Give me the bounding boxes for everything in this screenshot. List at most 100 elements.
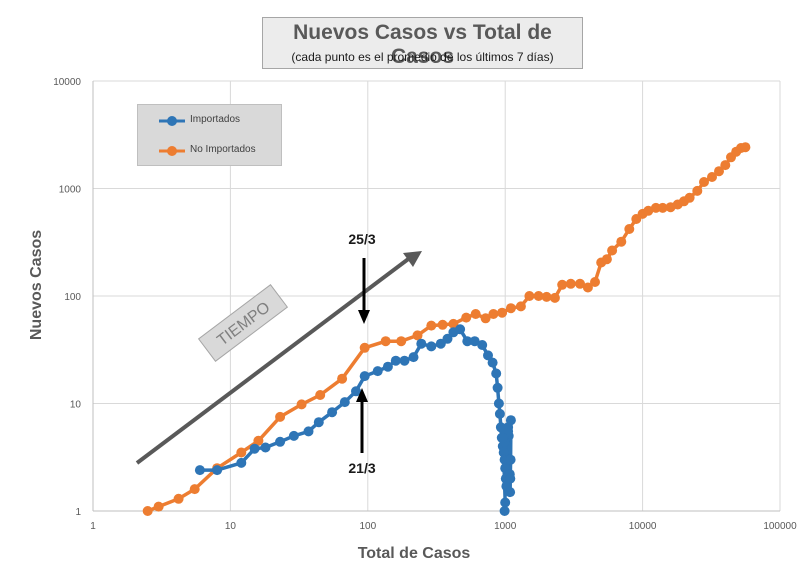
data-point-no-importados (470, 309, 481, 319)
data-point-importados (359, 371, 370, 382)
data-point-no-importados (497, 307, 508, 318)
data-point-no-importados (275, 411, 286, 422)
tiempo-arrow-head (403, 251, 422, 267)
data-point-no-importados (461, 312, 472, 323)
data-point-importados (497, 423, 508, 434)
legend-swatch-no-importados (159, 146, 185, 156)
data-point-importados (469, 336, 480, 347)
series-importados (194, 324, 516, 516)
data-point-importados (505, 473, 516, 484)
data-point-importados (505, 415, 516, 426)
data-point-no-importados (142, 506, 153, 516)
data-point-importados (505, 487, 516, 498)
data-point-no-importados (524, 291, 535, 301)
data-point-no-importados (412, 330, 423, 341)
tiempo-arrow (135, 255, 413, 465)
data-point-no-importados (515, 301, 526, 312)
y-tick-labels: 1 10 100 1000 10000 (53, 77, 81, 518)
legend-swatch-importados (159, 116, 185, 126)
data-point-no-importados (359, 342, 370, 353)
data-point-importados (455, 324, 466, 335)
data-point-importados (212, 465, 223, 476)
data-point-no-importados (565, 278, 576, 289)
data-point-importados (408, 352, 419, 363)
data-point-importados (505, 454, 516, 465)
y-axis-label: Nuevos Casos (28, 230, 45, 340)
data-point-no-importados (541, 291, 552, 302)
y-tick-label: 100 (64, 292, 81, 303)
data-point-importados (351, 386, 361, 397)
chart-title-box: Nuevos Casos vs Total de Casos (cada pun… (262, 17, 583, 69)
data-point-no-importados (692, 185, 703, 196)
data-point-importados (426, 341, 437, 352)
data-point-importados (339, 397, 350, 408)
data-point-importados (487, 357, 498, 368)
legend-item-no-importados: No Importados (138, 142, 283, 160)
x-tick-label: 100 (359, 521, 376, 532)
data-point-no-importados (337, 373, 348, 384)
legend: Importados No Importados (137, 104, 282, 166)
data-point-no-importados (601, 254, 612, 265)
data-point-no-importados (616, 236, 627, 247)
data-point-no-importados (426, 320, 437, 331)
series-line-importados (199, 327, 513, 512)
data-point-no-importados (624, 224, 635, 234)
data-point-no-importados (380, 336, 391, 347)
data-point-no-importados (699, 177, 709, 187)
data-point-no-importados (505, 303, 516, 314)
data-point-no-importados (480, 313, 491, 324)
data-point-no-importados (720, 160, 731, 171)
legend-label-no-importados: No Importados (190, 144, 256, 155)
data-point-importados (494, 408, 505, 419)
arrow-down-label: 25/3 (348, 231, 375, 247)
data-point-no-importados (296, 399, 307, 410)
data-point-no-importados (549, 292, 560, 303)
data-point-no-importados (315, 390, 326, 400)
data-point-no-importados (714, 166, 724, 177)
data-point-no-importados (173, 493, 184, 504)
data-point-importados (442, 333, 453, 344)
legend-item-importados: Importados (138, 112, 283, 130)
arrow-up-label: 21/3 (348, 460, 375, 476)
data-point-importados (327, 407, 338, 418)
data-point-importados (497, 432, 508, 443)
data-point-importados (382, 361, 393, 372)
data-point-no-importados (582, 282, 593, 293)
data-point-importados (416, 338, 427, 349)
data-point-importados (477, 340, 488, 350)
x-tick-label: 1 (90, 521, 96, 532)
data-point-no-importados (189, 484, 200, 495)
arrow-down-head (358, 310, 370, 324)
plot-axes (92, 81, 780, 512)
data-point-importados (288, 430, 299, 441)
data-point-no-importados (657, 202, 668, 213)
data-point-importados (275, 436, 286, 447)
data-point-importados (194, 465, 205, 476)
data-point-no-importados (575, 278, 585, 289)
data-point-no-importados (253, 435, 264, 446)
y-tick-label: 10 (70, 400, 82, 411)
data-point-importados (499, 506, 510, 516)
data-point-importados (303, 426, 314, 437)
tiempo-box (197, 284, 289, 362)
data-point-no-importados (236, 447, 247, 458)
data-point-no-importados (448, 318, 459, 329)
data-point-importados (390, 355, 401, 366)
data-point-importados (249, 443, 260, 454)
data-point-no-importados (590, 277, 600, 287)
data-point-no-importados (396, 336, 407, 347)
date-annotations: 25/3 21/3 (348, 231, 375, 476)
chart-title: Nuevos Casos vs Total de Casos (293, 21, 552, 68)
x-tick-label: 1000 (494, 521, 517, 532)
data-point-no-importados (437, 319, 448, 330)
y-tick-label: 1 (75, 507, 81, 518)
data-point-importados (491, 368, 502, 379)
data-point-no-importados (153, 501, 164, 512)
series-layer (142, 142, 751, 516)
data-point-no-importados (740, 142, 751, 153)
data-point-no-importados (557, 279, 568, 290)
x-axis-label: Total de Casos (358, 545, 471, 562)
x-tick-labels: 1 10 100 1000 10000 100000 (90, 521, 797, 532)
